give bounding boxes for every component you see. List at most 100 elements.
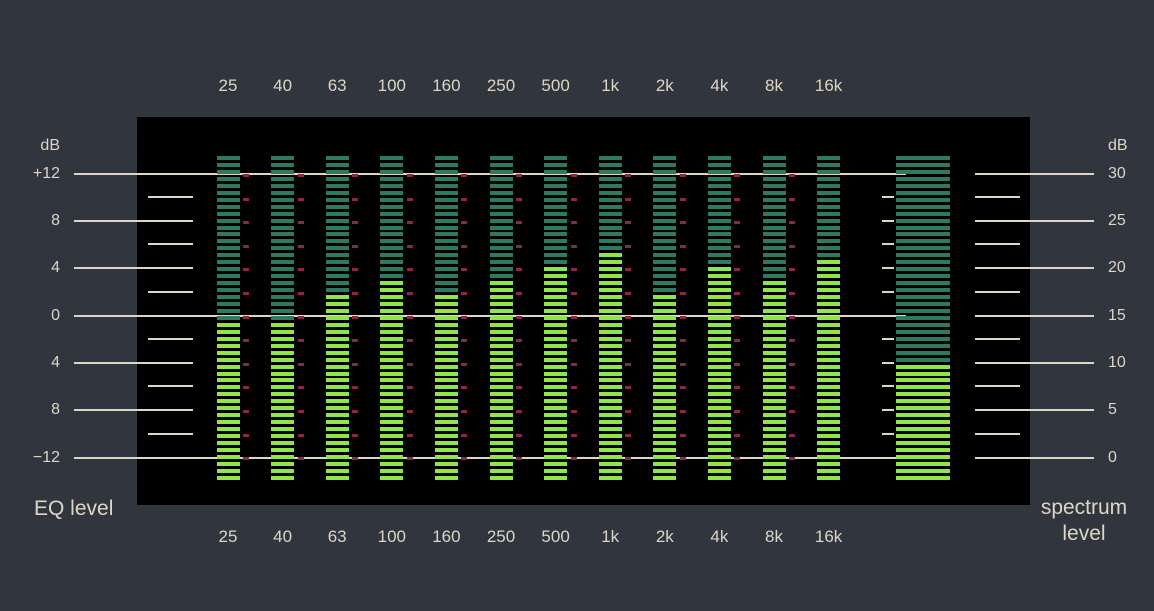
eq-bar-segment <box>762 162 786 167</box>
spectrum-bar-segment <box>896 162 950 167</box>
eq-bar-segment <box>489 392 513 397</box>
eq-bar-segment <box>271 232 295 237</box>
spectrum-bar-segment <box>896 176 950 181</box>
eq-bar-segment <box>817 406 841 411</box>
eq-bar-segment <box>653 308 677 313</box>
eq-bar-segment <box>817 176 841 181</box>
eq-bar-segment <box>325 204 349 209</box>
eq-bar-segment <box>544 461 568 466</box>
eq-bar-segment <box>489 413 513 418</box>
eq-major-tick <box>74 409 193 411</box>
eq-unit-label: dB <box>40 137 60 154</box>
eq-bar-segment <box>434 420 458 425</box>
eq-bar-segment <box>817 308 841 313</box>
spectrum-bar-segment <box>896 343 950 348</box>
scale-marker <box>679 221 686 225</box>
top-freq-label-1k: 1k <box>601 76 620 95</box>
eq-bar-segment <box>817 315 841 320</box>
eq-bar-segment <box>707 308 731 313</box>
scale-marker <box>789 410 795 413</box>
eq-bar-segment <box>653 190 677 195</box>
eq-bar-segment <box>762 392 786 397</box>
eq-bar-segment <box>434 260 458 265</box>
spectrum-bar-segment <box>896 225 950 230</box>
eq-bar-segment <box>544 336 568 341</box>
eq-bar-segment <box>544 454 568 459</box>
eq-bar-segment <box>380 371 404 376</box>
eq-bar-segment <box>380 350 404 355</box>
spectrum-unit-label: dB <box>1108 137 1128 154</box>
eq-bar-segment <box>653 156 677 160</box>
eq-bar-segment <box>707 295 731 299</box>
bottom-freq-label-2k: 2k <box>655 527 674 546</box>
eq-bar-segment <box>762 204 786 209</box>
eq-bar-segment <box>544 295 568 299</box>
spectrum-side-tick <box>882 220 894 222</box>
eq-bar-segment <box>544 169 568 174</box>
eq-bar-segment <box>544 440 568 445</box>
eq-bar-segment <box>325 308 349 313</box>
eq-bar-segment <box>325 176 349 181</box>
bottom-freq-label-16k: 16k <box>814 527 843 546</box>
eq-bar-segment <box>489 475 513 480</box>
eq-bar-segment <box>380 420 404 425</box>
spectrum-bar-segment <box>896 413 950 418</box>
eq-bar-segment <box>762 322 786 327</box>
top-freq-label-160: 160 <box>432 76 461 95</box>
eq-bar-segment <box>817 322 841 327</box>
eq-bar-segment <box>544 239 568 244</box>
eq-bar-segment <box>325 162 349 167</box>
scale-marker <box>789 197 795 201</box>
eq-bar-segment <box>325 399 349 404</box>
eq-bar-segment <box>817 461 841 466</box>
eq-bar-segment <box>598 239 622 244</box>
spectrum-bar-segment <box>896 288 950 293</box>
eq-bar-segment <box>817 246 841 251</box>
bottom-freq-label-160: 160 <box>432 527 461 546</box>
eq-bar-segment <box>598 329 622 334</box>
eq-bar-segment <box>598 434 622 438</box>
scale-marker <box>570 386 577 390</box>
scale-marker <box>734 457 741 461</box>
eq-bar-segment <box>380 329 404 334</box>
scale-marker <box>461 174 468 177</box>
scale-marker <box>625 174 632 177</box>
eq-bar-segment <box>271 406 295 411</box>
eq-bar-segment <box>544 420 568 425</box>
eq-scale-label: 4 <box>51 259 60 276</box>
eq-bar-segment <box>598 322 622 327</box>
eq-bar-segment <box>707 204 731 209</box>
scale-marker <box>789 339 795 343</box>
eq-bar-segment <box>216 225 240 230</box>
eq-bar-segment <box>434 169 458 174</box>
scale-marker <box>679 244 686 248</box>
eq-bar-segment <box>434 475 458 480</box>
eq-bar-segment <box>544 434 568 438</box>
eq-bar-segment <box>653 413 677 418</box>
eq-bar-segment <box>762 288 786 293</box>
eq-bar-segment <box>216 204 240 209</box>
eq-bar-segment <box>817 197 841 202</box>
scale-marker <box>625 197 632 201</box>
eq-bar-segment <box>544 364 568 369</box>
eq-bar-segment <box>707 260 731 265</box>
scale-marker <box>243 386 249 390</box>
eq-bar-segment <box>271 454 295 459</box>
eq-bar-segment <box>489 274 513 279</box>
eq-bar-segment <box>380 239 404 244</box>
scale-marker <box>734 362 741 366</box>
spectrum-bar-segment <box>896 246 950 251</box>
eq-bar-segment <box>817 336 841 341</box>
eq-bar-segment <box>271 329 295 334</box>
eq-bar-segment <box>598 260 622 265</box>
eq-bar-segment <box>489 399 513 404</box>
eq-bar-segment <box>325 239 349 244</box>
eq-bar-segment <box>544 302 568 306</box>
eq-bar-segment <box>380 190 404 195</box>
eq-bar-segment <box>380 434 404 438</box>
eq-bar-segment <box>707 274 731 279</box>
scale-marker <box>789 221 795 225</box>
eq-bar-segment <box>325 406 349 411</box>
eq-major-tick <box>74 220 193 222</box>
eq-bar-segment <box>216 336 240 341</box>
